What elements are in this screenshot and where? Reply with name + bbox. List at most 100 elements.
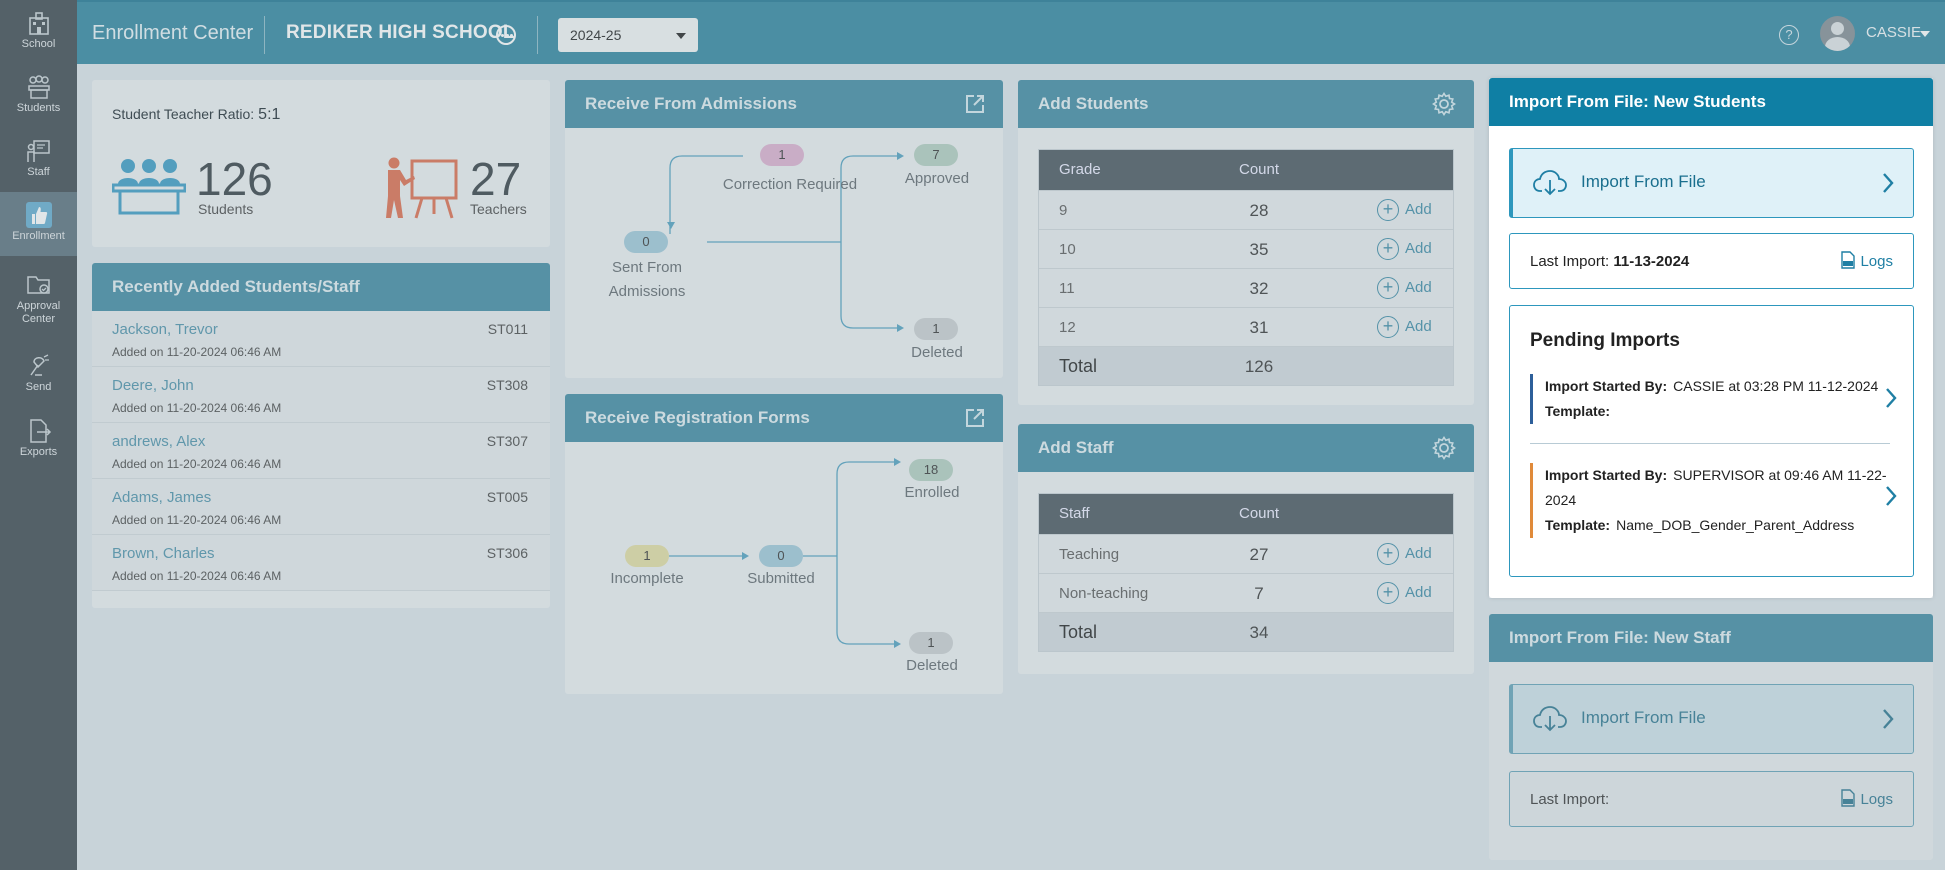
list-item[interactable]: Jackson, Trevor ST011 Added on 11-20-202… xyxy=(92,311,550,367)
ratio-card: Student Teacher Ratio: 5:1 126 Students 2… xyxy=(92,80,550,247)
approved-label: Approved xyxy=(904,170,970,187)
plus-circle-icon: + xyxy=(1377,316,1399,338)
staff-table: Staff Count Teaching 27 + Add Non-teaching… xyxy=(1038,493,1454,652)
staff-icon xyxy=(26,140,50,162)
table-row: 10 35 + Add xyxy=(1039,229,1453,268)
import-from-file-button[interactable]: Import From File xyxy=(1509,684,1914,754)
user-menu-caret-icon[interactable] xyxy=(1920,31,1930,37)
pending-imports-title: Pending Imports xyxy=(1530,330,1680,351)
logs-link[interactable]: Logs xyxy=(1840,251,1893,270)
list-item[interactable]: andrews, Alex ST307 Added on 11-20-2024 … xyxy=(92,423,550,479)
log-file-icon xyxy=(1841,789,1856,807)
help-icon[interactable]: ? xyxy=(1779,25,1799,45)
recent-date: Added on 11-20-2024 06:46 AM xyxy=(112,569,282,583)
import-from-file-label: Import From File xyxy=(1581,172,1706,191)
add-button[interactable]: + Add xyxy=(1377,543,1432,565)
gear-icon[interactable] xyxy=(1432,92,1456,116)
deleted-count[interactable]: 1 xyxy=(909,632,953,654)
school-year-select[interactable]: 2024-25 xyxy=(558,18,698,52)
more-options-icon[interactable] xyxy=(496,25,516,45)
rail-label-exports: Exports xyxy=(19,446,58,458)
rail-item-staff[interactable]: Staff xyxy=(0,128,77,192)
deleted-count[interactable]: 1 xyxy=(914,318,958,340)
incomplete-count[interactable]: 1 xyxy=(625,545,669,567)
approved-count[interactable]: 7 xyxy=(914,144,958,166)
rail-label-school: School xyxy=(21,38,56,50)
table-row: 12 31 + Add xyxy=(1039,307,1453,346)
col-grade: Grade xyxy=(1059,161,1101,178)
recent-name[interactable]: Jackson, Trevor xyxy=(112,321,218,338)
table-header: Grade Count xyxy=(1039,150,1453,190)
school-name[interactable]: REDIKER HIGH SCHOOL xyxy=(286,22,515,43)
header-divider xyxy=(264,16,265,54)
recent-name[interactable]: Adams, James xyxy=(112,489,212,506)
gear-icon[interactable] xyxy=(1432,436,1456,460)
col-count: Count xyxy=(1238,505,1280,522)
logs-link[interactable]: Logs xyxy=(1840,789,1893,808)
recent-name[interactable]: Brown, Charles xyxy=(112,545,215,562)
recent-name[interactable]: andrews, Alex xyxy=(112,433,206,450)
enrolled-label: Enrolled xyxy=(904,484,960,501)
user-name[interactable]: CASSIE xyxy=(1866,24,1922,41)
correction-required-count[interactable]: 1 xyxy=(760,144,804,166)
approval-icon xyxy=(26,276,50,294)
total-row: Total 34 xyxy=(1039,612,1453,651)
add-button[interactable]: + Add xyxy=(1377,238,1432,260)
import-from-file-label: Import From File xyxy=(1581,708,1706,727)
chevron-right-icon[interactable] xyxy=(1884,484,1898,508)
sent-from-admissions-count[interactable]: 0 xyxy=(624,231,668,253)
add-students-title: Add Students xyxy=(1018,80,1474,128)
col-count: Count xyxy=(1238,161,1280,178)
sent-from-admissions-label: Sent From Admissions xyxy=(608,259,686,300)
add-button[interactable]: + Add xyxy=(1377,277,1432,299)
exports-icon xyxy=(29,419,51,443)
rail-item-exports[interactable]: Exports xyxy=(0,408,77,472)
chevron-right-icon[interactable] xyxy=(1884,386,1898,410)
school-year-value: 2024-25 xyxy=(570,27,622,43)
rail-item-students[interactable]: Students xyxy=(0,64,77,128)
recent-name[interactable]: Deere, John xyxy=(112,377,194,394)
list-item[interactable]: Adams, James ST005 Added on 11-20-2024 0… xyxy=(92,479,550,535)
pending-import-item[interactable]: Import Started By: SUPERVISOR at 09:46 AM… xyxy=(1530,463,1890,538)
header-divider xyxy=(537,16,538,54)
add-button[interactable]: + Add xyxy=(1377,199,1432,221)
chevron-right-icon xyxy=(1883,709,1894,729)
recent-date: Added on 11-20-2024 06:46 AM xyxy=(112,345,282,359)
last-import-box: Last Import: Logs xyxy=(1509,771,1914,827)
list-item[interactable]: Deere, John ST308 Added on 11-20-2024 06… xyxy=(92,367,550,423)
recent-list: Jackson, Trevor ST011 Added on 11-20-202… xyxy=(92,311,550,591)
students-label: Students xyxy=(198,201,254,217)
plus-circle-icon: + xyxy=(1377,277,1399,299)
import-from-file-button[interactable]: Import From File xyxy=(1509,148,1914,218)
pending-import-item[interactable]: Import Started By: CASSIE at 03:28 PM 11-… xyxy=(1530,374,1890,424)
rail-item-send[interactable]: Send xyxy=(0,343,77,407)
ratio-value: 5:1 xyxy=(258,106,281,123)
rail-item-school[interactable]: School xyxy=(0,0,77,64)
import-students-panel: Import From File: New Students Import Fr… xyxy=(1489,78,1933,598)
recent-code: ST011 xyxy=(487,321,528,337)
recent-code: ST307 xyxy=(486,433,528,449)
plus-circle-icon: + xyxy=(1377,238,1399,260)
add-button[interactable]: + Add xyxy=(1377,316,1432,338)
recently-added-title: Recently Added Students/Staff xyxy=(92,263,550,311)
external-link-icon[interactable] xyxy=(965,94,985,114)
recent-date: Added on 11-20-2024 06:46 AM xyxy=(112,457,282,471)
admissions-title: Receive From Admissions xyxy=(565,80,1003,128)
add-button[interactable]: + Add xyxy=(1377,582,1432,604)
last-import-box: Last Import: 11-13-2024 Logs xyxy=(1509,233,1914,289)
rail-item-approval-center[interactable]: Approval Center xyxy=(0,262,77,326)
send-icon xyxy=(29,354,49,376)
list-item[interactable]: Brown, Charles ST306 Added on 11-20-2024… xyxy=(92,535,550,591)
col-staff: Staff xyxy=(1059,505,1090,522)
avatar[interactable] xyxy=(1820,16,1855,51)
students-grade-table: Grade Count 9 28 + Add 10 35 + Add 11 32 + Add… xyxy=(1038,149,1454,386)
submitted-count[interactable]: 0 xyxy=(759,545,803,567)
rail-label-enrollment: Enrollment xyxy=(12,230,65,242)
enrolled-count[interactable]: 18 xyxy=(909,459,953,481)
rail-item-enrollment[interactable]: Enrollment xyxy=(0,192,77,256)
plus-circle-icon: + xyxy=(1377,199,1399,221)
external-link-icon[interactable] xyxy=(965,408,985,428)
table-header: Staff Count xyxy=(1039,494,1453,534)
students-count: 126 xyxy=(196,153,273,205)
deleted-label: Deleted xyxy=(911,344,963,361)
